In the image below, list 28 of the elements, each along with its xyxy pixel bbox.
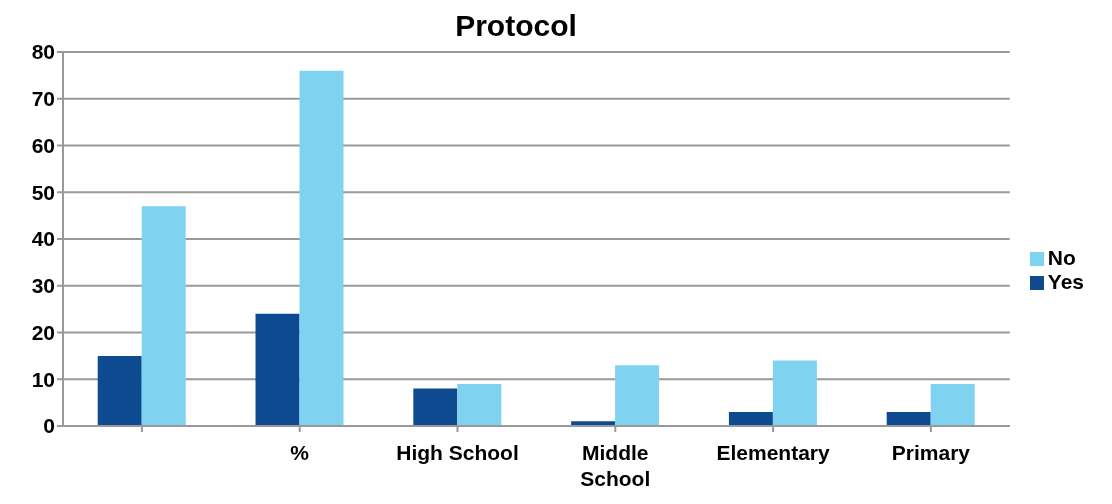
bar xyxy=(97,355,142,426)
y-tick-label: 70 xyxy=(31,87,55,111)
bar xyxy=(615,365,660,426)
bar xyxy=(413,388,458,426)
y-tick-label: 80 xyxy=(31,40,55,64)
y-tick-label: 20 xyxy=(31,320,55,344)
x-tick-label: Elementary xyxy=(716,441,831,464)
bar xyxy=(141,206,186,426)
x-tick-label: Primary xyxy=(891,441,971,464)
y-tick-label: 10 xyxy=(31,367,55,391)
y-tick-label: 50 xyxy=(31,180,55,204)
bar xyxy=(299,70,344,426)
x-tick-label: High School xyxy=(396,441,519,464)
bar xyxy=(255,313,300,426)
y-tick-label: 30 xyxy=(31,274,55,298)
chart-title: Protocol xyxy=(455,9,577,42)
bar xyxy=(772,360,817,426)
bar xyxy=(728,411,773,426)
y-tick-label: 60 xyxy=(31,133,55,157)
bar xyxy=(930,383,975,426)
legend-label: No xyxy=(1047,246,1076,269)
bar xyxy=(457,383,502,426)
bar xyxy=(886,411,931,426)
x-tick-label: % xyxy=(290,441,310,464)
x-tick-label: Middle School xyxy=(580,441,651,490)
y-tick-label: 0 xyxy=(43,414,55,438)
y-tick-label: 40 xyxy=(31,227,55,251)
legend-label: Yes xyxy=(1047,270,1084,293)
